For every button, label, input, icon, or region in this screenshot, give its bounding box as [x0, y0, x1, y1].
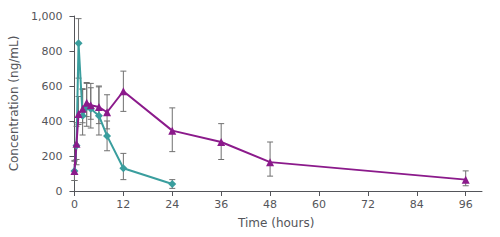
svg-text:Time (hours): Time (hours): [237, 216, 314, 230]
svg-text:36: 36: [214, 198, 228, 211]
svg-text:1,000: 1,000: [31, 10, 63, 23]
svg-text:0: 0: [55, 185, 62, 198]
svg-text:800: 800: [41, 45, 62, 58]
svg-text:0: 0: [71, 198, 78, 211]
svg-text:600: 600: [41, 80, 62, 93]
svg-text:12: 12: [116, 198, 130, 211]
svg-text:24: 24: [165, 198, 179, 211]
svg-text:Concentration (ng/mL): Concentration (ng/mL): [7, 36, 21, 172]
svg-text:48: 48: [263, 198, 277, 211]
svg-text:84: 84: [410, 198, 424, 211]
svg-text:200: 200: [41, 150, 62, 163]
svg-text:96: 96: [459, 198, 473, 211]
svg-text:400: 400: [41, 115, 62, 128]
svg-text:60: 60: [312, 198, 326, 211]
svg-text:72: 72: [361, 198, 375, 211]
